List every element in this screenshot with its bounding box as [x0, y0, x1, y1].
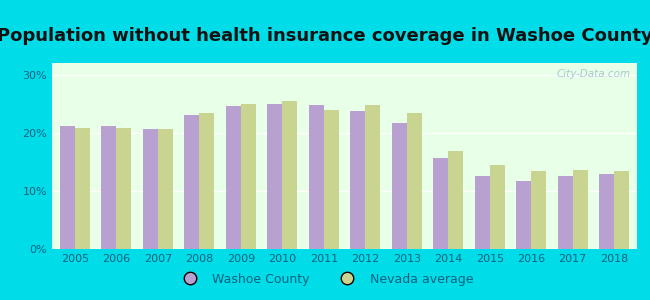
Bar: [240, 104, 255, 249]
Bar: [474, 176, 489, 249]
Bar: [392, 123, 407, 249]
Bar: [324, 110, 339, 249]
Bar: [60, 126, 75, 249]
Bar: [448, 151, 463, 249]
Bar: [75, 128, 90, 249]
Bar: [365, 105, 380, 249]
Bar: [101, 126, 116, 249]
Bar: [267, 104, 282, 249]
Bar: [489, 165, 504, 249]
Bar: [558, 176, 573, 249]
Bar: [282, 101, 297, 249]
Bar: [309, 105, 324, 249]
Legend: Washoe County, Nevada average: Washoe County, Nevada average: [172, 268, 478, 291]
Bar: [573, 170, 588, 249]
Bar: [143, 129, 158, 249]
Text: City-Data.com: City-Data.com: [557, 69, 631, 79]
Bar: [434, 158, 448, 249]
Text: Population without health insurance coverage in Washoe County: Population without health insurance cove…: [0, 27, 650, 45]
Bar: [226, 106, 240, 249]
Bar: [407, 113, 422, 249]
Bar: [614, 171, 629, 249]
Bar: [200, 113, 214, 249]
Bar: [185, 115, 200, 249]
Bar: [531, 170, 546, 249]
Bar: [158, 129, 173, 249]
Bar: [599, 174, 614, 249]
Bar: [116, 128, 131, 249]
Bar: [516, 181, 531, 249]
Bar: [350, 111, 365, 249]
